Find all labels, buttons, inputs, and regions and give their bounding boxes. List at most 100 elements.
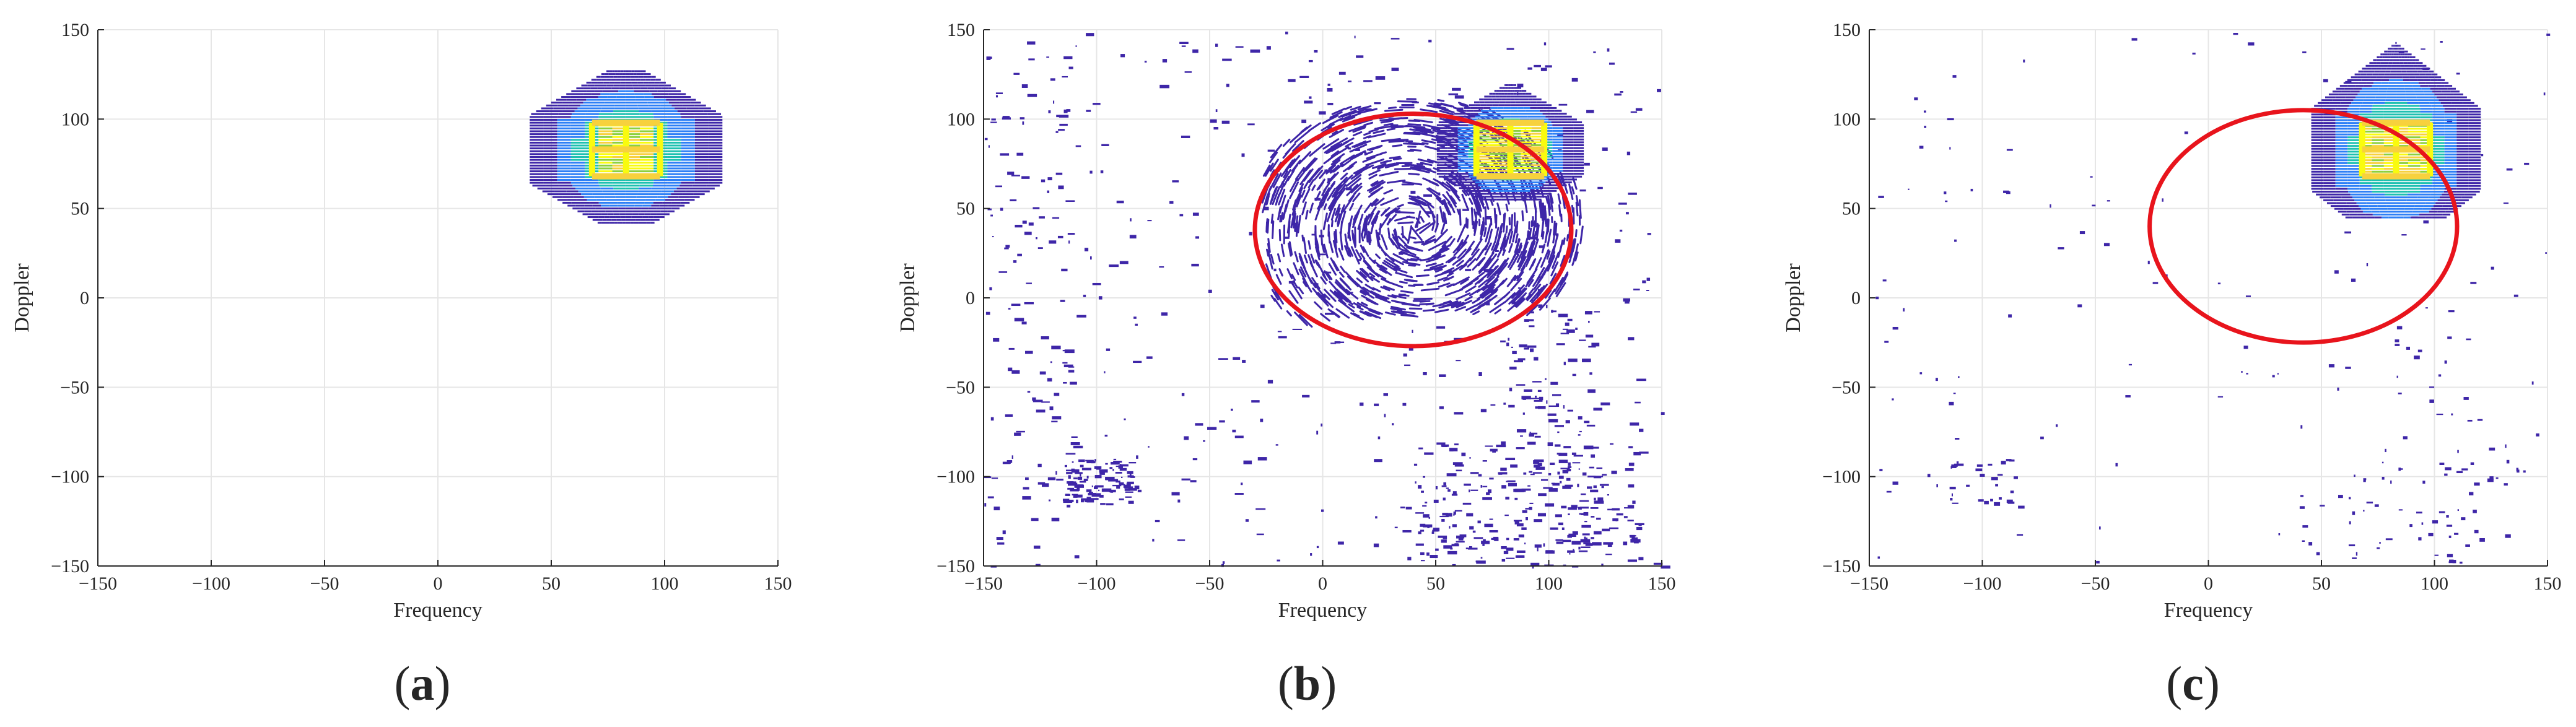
spread-mark [1439,110,1454,116]
clutter-mark [1441,539,1447,543]
clutter-mark [1383,393,1389,396]
clutter-mark [1080,473,1081,477]
clutter-mark [1506,557,1515,559]
x-tick-labels: −150 −100 −50 0 50 100 150 [964,573,1675,594]
clutter-mark [1067,501,1073,503]
clutter-mark [2385,538,2393,541]
clutter-mark [2345,367,2351,369]
clutter-mark [1516,429,1527,433]
clutter-mark [1446,487,1449,489]
clutter-mark [1452,87,1461,91]
spread-mark [1360,290,1367,296]
clutter-mark [2417,349,2422,352]
spread-mark [1552,251,1560,269]
clutter-mark [1584,420,1590,424]
spread-mark [1380,264,1388,270]
spread-mark [1388,139,1405,143]
clutter-mark [1571,77,1578,82]
clutter-mark [2323,79,2328,82]
clutter-mark [1882,279,1887,282]
clutter-mark [1075,472,1083,474]
spread-mark [1419,133,1438,138]
clutter-mark [1301,120,1307,123]
clutter-mark [1113,461,1122,463]
clutter-mark [1356,55,1364,58]
spread-mark [1446,283,1456,288]
y-tick-label: −100 [51,467,89,487]
clutter-mark [2432,520,2438,524]
clutter-mark [1566,477,1571,481]
clutter-mark [1554,425,1565,427]
clutter-mark [2429,386,2435,388]
clutter-mark [1056,479,1063,481]
spread-mark [1395,271,1413,279]
spread-mark [1484,276,1495,286]
clutter-mark [1086,460,1094,464]
spread-mark [1334,207,1341,223]
spread-mark [1322,212,1328,230]
clutter-mark [1404,364,1411,367]
clutter-mark [1374,102,1381,105]
clutter-mark [1125,491,1133,493]
spread-mark [1452,276,1470,287]
clutter-mark [2456,471,2463,474]
spread-mark [1376,294,1388,300]
clutter-mark [1192,458,1198,461]
spread-mark [1363,202,1372,214]
clutter-mark [1470,472,1479,474]
clutter-mark [1169,201,1174,204]
clutter-mark [1506,547,1514,551]
spread-mark [1532,220,1536,240]
spread-mark [1340,172,1348,180]
clutter-mark [1593,477,1602,479]
spread-mark [1426,201,1434,209]
y-tick-label: 0 [966,288,975,308]
spread-mark [1391,306,1406,311]
clutter-mark [1534,519,1543,523]
clutter-mark [1990,498,1993,502]
clutter-mark [1373,543,1379,547]
clutter-mark [1461,452,1466,456]
clutter-mark [1022,220,1027,224]
spread-mark [1350,312,1364,321]
clutter-mark [1537,390,1542,393]
spread-mark [1495,227,1500,242]
spread-mark [1391,294,1407,299]
clutter-mark [2448,561,2455,564]
spread-mark [1298,314,1313,328]
clutter-mark [995,95,998,98]
clutter-mark [1309,96,1312,99]
clutter-mark [1599,484,1609,486]
clutter-mark [1557,453,1561,455]
clutter-mark [1116,465,1122,468]
spread-mark [1298,255,1304,266]
spread-mark [1434,308,1449,313]
spread-mark [1312,287,1321,298]
spread-mark [1546,218,1549,235]
clutter-mark [1978,499,1984,502]
clutter-mark [1449,526,1451,529]
clutter-mark [1568,462,1571,466]
spread-mark [1351,229,1355,240]
spread-mark [1350,246,1360,265]
spread-mark [1328,159,1341,170]
clutter-mark [1137,489,1142,492]
clutter-mark [1418,531,1421,534]
clutter-mark [1646,290,1649,292]
clutter-mark [1112,484,1122,487]
spread-mark [1301,269,1307,277]
spread-mark [1550,261,1559,277]
clutter-mark [1563,564,1566,566]
spread-mark [1321,243,1325,253]
clutter-mark [1036,409,1046,413]
spread-mark [1434,229,1448,243]
clutter-mark [1086,476,1089,479]
clutter-mark [1327,103,1334,105]
clutter-mark [1275,444,1278,446]
clutter-mark [2449,559,2454,562]
spread-mark [1368,230,1371,243]
clutter-mark [1072,469,1080,473]
clutter-mark [1374,403,1379,406]
spread-mark [1439,103,1452,108]
